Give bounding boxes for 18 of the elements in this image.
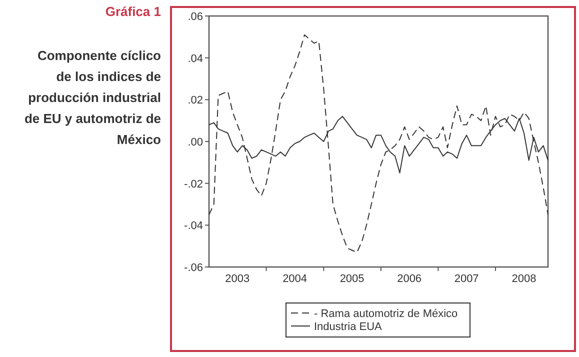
x-tick-label: 2005 xyxy=(340,273,364,285)
x-tick-label: 2007 xyxy=(454,273,479,285)
x-tick-label: 2004 xyxy=(282,273,308,285)
y-tick-label: .02 xyxy=(188,94,203,107)
line-series xyxy=(208,34,548,253)
x-tick-label: 2006 xyxy=(397,273,422,285)
legend-label: Industria EUA xyxy=(314,321,383,333)
y-tick-label: .04 xyxy=(188,52,203,65)
text: Componente cíclico de los indices de producción industrial de EU y automotriz de México xyxy=(24,48,162,147)
legend-label: - Rama automotriz de México xyxy=(314,308,458,320)
y-tick-label: -.02 xyxy=(184,178,203,190)
y-tick-label: .06 xyxy=(188,11,203,23)
y-tick-label: -.06 xyxy=(184,262,203,274)
x-tick-label: 2008 xyxy=(512,273,536,285)
x-tick-label: 2003 xyxy=(225,273,250,285)
y-tick-label: .00 xyxy=(188,136,203,148)
y-tick-label: -.04 xyxy=(184,220,203,232)
chart-title: Gráfica 1 xyxy=(105,4,161,19)
